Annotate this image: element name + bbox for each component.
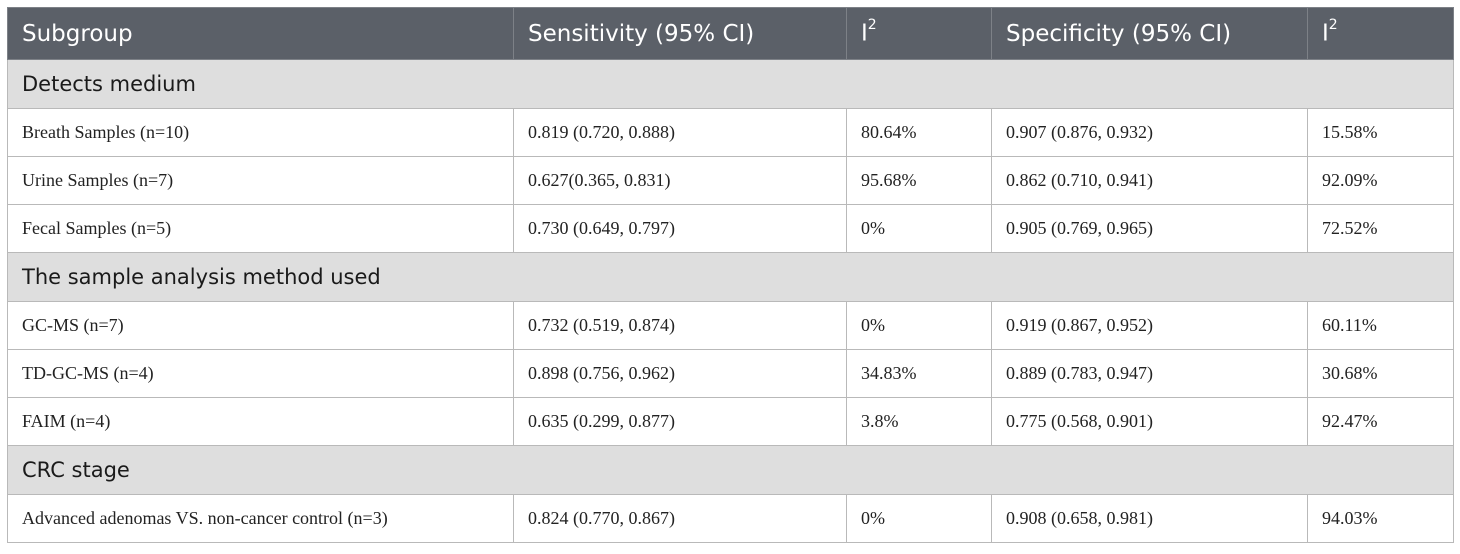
cell-i2-specificity: 72.52% — [1307, 204, 1454, 253]
subgroup-analysis-table-container: Subgroup Sensitivity (95% CI) I2 Specifi… — [7, 7, 1454, 543]
table-body: Detects medium Breath Samples (n=10) 0.8… — [7, 59, 1454, 543]
cell-subgroup: Advanced adenomas VS. non-cancer control… — [7, 494, 514, 543]
header-i2-specificity-sup: 2 — [1328, 17, 1338, 34]
cell-subgroup: Breath Samples (n=10) — [7, 108, 514, 157]
section-title: CRC stage — [7, 445, 1454, 495]
section-title: Detects medium — [7, 59, 1454, 109]
cell-i2-sensitivity: 0% — [846, 494, 992, 543]
header-i2-specificity-base: I — [1322, 20, 1329, 47]
cell-i2-specificity: 92.47% — [1307, 397, 1454, 446]
cell-sensitivity: 0.824 (0.770, 0.867) — [513, 494, 847, 543]
table-row: GC-MS (n=7) 0.732 (0.519, 0.874) 0% 0.91… — [7, 301, 1454, 350]
cell-specificity: 0.905 (0.769, 0.965) — [991, 204, 1308, 253]
header-row: Subgroup Sensitivity (95% CI) I2 Specifi… — [7, 7, 1454, 60]
cell-sensitivity: 0.898 (0.756, 0.962) — [513, 349, 847, 398]
cell-subgroup: Urine Samples (n=7) — [7, 156, 514, 205]
cell-i2-specificity: 30.68% — [1307, 349, 1454, 398]
cell-sensitivity: 0.627(0.365, 0.831) — [513, 156, 847, 205]
cell-specificity: 0.908 (0.658, 0.981) — [991, 494, 1308, 543]
cell-specificity: 0.907 (0.876, 0.932) — [991, 108, 1308, 157]
cell-i2-sensitivity: 0% — [846, 301, 992, 350]
header-sensitivity: Sensitivity (95% CI) — [513, 7, 847, 60]
header-subgroup: Subgroup — [7, 7, 514, 60]
cell-i2-specificity: 15.58% — [1307, 108, 1454, 157]
cell-subgroup: Fecal Samples (n=5) — [7, 204, 514, 253]
header-i2-sensitivity-sup: 2 — [867, 17, 877, 34]
cell-i2-sensitivity: 3.8% — [846, 397, 992, 446]
section-row-analysis-method: The sample analysis method used — [7, 252, 1454, 302]
table-header: Subgroup Sensitivity (95% CI) I2 Specifi… — [7, 7, 1454, 60]
cell-i2-specificity: 92.09% — [1307, 156, 1454, 205]
cell-sensitivity: 0.732 (0.519, 0.874) — [513, 301, 847, 350]
cell-i2-sensitivity: 80.64% — [846, 108, 992, 157]
section-title: The sample analysis method used — [7, 252, 1454, 302]
section-row-crc-stage: CRC stage — [7, 445, 1454, 495]
table-row: Advanced adenomas VS. non-cancer control… — [7, 494, 1454, 543]
cell-specificity: 0.775 (0.568, 0.901) — [991, 397, 1308, 446]
cell-sensitivity: 0.635 (0.299, 0.877) — [513, 397, 847, 446]
table-row: Urine Samples (n=7) 0.627(0.365, 0.831) … — [7, 156, 1454, 205]
header-specificity: Specificity (95% CI) — [991, 7, 1308, 60]
table-row: Fecal Samples (n=5) 0.730 (0.649, 0.797)… — [7, 204, 1454, 253]
cell-sensitivity: 0.730 (0.649, 0.797) — [513, 204, 847, 253]
cell-i2-sensitivity: 95.68% — [846, 156, 992, 205]
cell-sensitivity: 0.819 (0.720, 0.888) — [513, 108, 847, 157]
subgroup-analysis-table: Subgroup Sensitivity (95% CI) I2 Specifi… — [7, 7, 1454, 543]
cell-specificity: 0.919 (0.867, 0.952) — [991, 301, 1308, 350]
cell-i2-sensitivity: 34.83% — [846, 349, 992, 398]
cell-subgroup: TD-GC-MS (n=4) — [7, 349, 514, 398]
cell-specificity: 0.889 (0.783, 0.947) — [991, 349, 1308, 398]
table-row: Breath Samples (n=10) 0.819 (0.720, 0.88… — [7, 108, 1454, 157]
table-row: FAIM (n=4) 0.635 (0.299, 0.877) 3.8% 0.7… — [7, 397, 1454, 446]
cell-i2-specificity: 94.03% — [1307, 494, 1454, 543]
cell-specificity: 0.862 (0.710, 0.941) — [991, 156, 1308, 205]
header-i2-sensitivity-base: I — [861, 20, 868, 47]
cell-i2-specificity: 60.11% — [1307, 301, 1454, 350]
header-i2-specificity: I2 — [1307, 7, 1454, 60]
section-row-detects-medium: Detects medium — [7, 59, 1454, 109]
cell-subgroup: GC-MS (n=7) — [7, 301, 514, 350]
cell-subgroup: FAIM (n=4) — [7, 397, 514, 446]
header-i2-sensitivity: I2 — [846, 7, 992, 60]
table-row: TD-GC-MS (n=4) 0.898 (0.756, 0.962) 34.8… — [7, 349, 1454, 398]
cell-i2-sensitivity: 0% — [846, 204, 992, 253]
